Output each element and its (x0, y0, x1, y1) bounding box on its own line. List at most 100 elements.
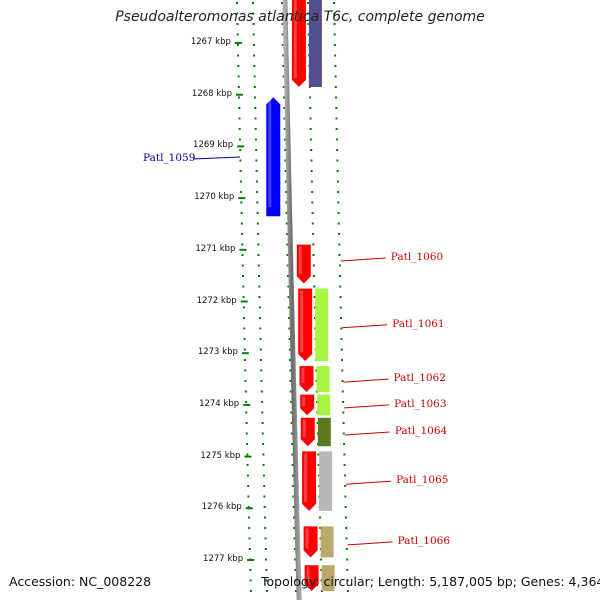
guide-dot (345, 548, 348, 550)
guide-dot (247, 495, 250, 498)
guide-dot (254, 107, 257, 109)
guide-dot (336, 170, 339, 172)
guide-dot (310, 180, 313, 183)
cog-category-bar (308, 0, 322, 87)
guide-dot (289, 390, 292, 393)
guide-dot (288, 348, 291, 351)
guide-dot (254, 96, 256, 99)
ruler-tick-label: 1272 kbp (196, 295, 237, 306)
guide-dot (307, 33, 310, 36)
guide-dot (314, 317, 316, 319)
guide-dot (285, 201, 288, 204)
guide-dot (286, 243, 289, 246)
gene-arrow[interactable] (300, 417, 315, 447)
guide-dot (311, 212, 314, 214)
guide-dot (281, 44, 284, 46)
gene-arrow[interactable] (298, 288, 313, 361)
guide-dot (294, 558, 297, 561)
gene-label-leader (346, 480, 392, 485)
guide-dot (343, 474, 346, 477)
guide-dot (339, 275, 341, 277)
cog-category-bar (317, 394, 331, 416)
gene-arrow[interactable] (266, 97, 281, 217)
guide-dot (346, 590, 349, 592)
cog-category-bar (321, 565, 335, 592)
guide-dot (320, 569, 323, 571)
gene-arrow[interactable] (296, 244, 311, 284)
guide-dot (346, 579, 349, 582)
gene-arrow[interactable] (300, 394, 315, 416)
guide-dot (339, 306, 342, 309)
guide-dot (287, 306, 290, 309)
guide-dot (282, 86, 285, 88)
guide-dot (311, 191, 314, 193)
guide-dot (342, 422, 345, 424)
guide-dot (258, 285, 261, 288)
guide-dot (341, 390, 344, 393)
guide-dot (245, 401, 248, 403)
guide-dot (252, 2, 254, 4)
guide-dot (246, 474, 249, 477)
guide-dot (241, 264, 244, 267)
guide-dot (284, 159, 287, 162)
guide-dot (264, 527, 267, 529)
guide-dot (282, 75, 285, 78)
guide-dot (240, 191, 243, 193)
gene-arrow[interactable] (303, 526, 318, 558)
guide-dot (313, 285, 316, 288)
gene-label[interactable]: Patl_1059 (143, 152, 196, 164)
guide-dot (254, 138, 257, 141)
guide-dot (311, 201, 314, 204)
gene-arrow[interactable] (299, 366, 314, 392)
ruler-tick (245, 507, 253, 510)
guide-dot (260, 369, 263, 372)
guide-dot (309, 138, 312, 141)
guide-dot (294, 579, 297, 582)
guide-dot (344, 485, 347, 487)
cog-category-bar (317, 417, 331, 447)
guide-dot (260, 380, 263, 382)
guide-dot (243, 338, 246, 340)
gene-label[interactable]: Patl_1062 (393, 372, 446, 385)
guide-dot (342, 401, 345, 403)
guide-dot (253, 54, 256, 57)
gene-label[interactable]: Patl_1066 (397, 534, 451, 547)
guide-dot (246, 443, 249, 445)
guide-dot (290, 422, 293, 424)
gene-arrow[interactable] (302, 451, 317, 511)
gene-arrow-shine (268, 99, 272, 208)
gene-arrow[interactable] (291, 0, 306, 87)
guide-dot (261, 422, 264, 424)
guide-dot (289, 369, 292, 372)
gene-label[interactable]: Patl_1064 (394, 425, 448, 438)
gene-label[interactable]: Patl_1060 (390, 251, 444, 263)
guide-dot (258, 306, 261, 309)
guide-dot (239, 170, 242, 172)
guide-dot (336, 180, 339, 183)
guide-dot (263, 495, 266, 498)
gene-label[interactable]: Patl_1061 (392, 317, 445, 330)
guide-dot (259, 348, 262, 351)
guide-dot (242, 285, 245, 288)
guide-dot (256, 191, 259, 193)
guide-dot (253, 65, 256, 67)
genome-backbone (282, 0, 302, 600)
guide-dot (341, 369, 344, 372)
gene-label-leader (347, 541, 393, 546)
guide-dot (283, 96, 285, 99)
gene-label-leader (192, 156, 241, 160)
guide-dot (317, 474, 320, 477)
guide-dot (240, 222, 243, 225)
gene-label[interactable]: Patl_1063 (394, 397, 447, 410)
guide-dot (309, 107, 312, 109)
gene-label-leader (343, 378, 389, 383)
guide-dot (241, 233, 244, 235)
guide-dot (333, 2, 335, 4)
guide-dot (341, 359, 343, 361)
ruler-tick (243, 403, 251, 406)
guide-dot (249, 590, 252, 592)
guide-dot (257, 243, 260, 246)
gene-arrow[interactable] (304, 565, 319, 591)
ruler-tick (239, 248, 247, 251)
gene-label[interactable]: Patl_1065 (396, 474, 449, 487)
